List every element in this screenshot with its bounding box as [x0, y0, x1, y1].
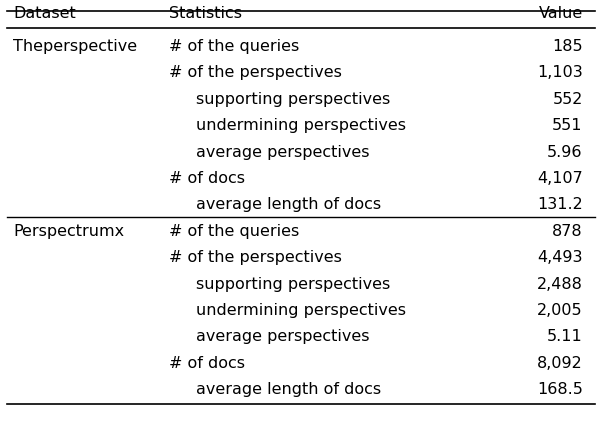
Text: undermining perspectives: undermining perspectives: [196, 118, 406, 133]
Text: # of the queries: # of the queries: [169, 224, 299, 239]
Text: # of the perspectives: # of the perspectives: [169, 65, 342, 81]
Text: 8,092: 8,092: [537, 356, 583, 371]
Text: 185: 185: [552, 39, 583, 54]
Text: # of the queries: # of the queries: [169, 39, 299, 54]
Text: Value: Value: [538, 5, 583, 21]
Text: Statistics: Statistics: [169, 5, 242, 21]
Text: average length of docs: average length of docs: [196, 382, 381, 397]
Text: supporting perspectives: supporting perspectives: [196, 92, 390, 107]
Text: Dataset: Dataset: [13, 5, 76, 21]
Text: 551: 551: [552, 118, 583, 133]
Text: # of docs: # of docs: [169, 171, 245, 186]
Text: 131.2: 131.2: [537, 197, 583, 212]
Text: 878: 878: [552, 224, 583, 239]
Text: average perspectives: average perspectives: [196, 329, 370, 344]
Text: # of the perspectives: # of the perspectives: [169, 250, 342, 265]
Text: 1,103: 1,103: [537, 65, 583, 81]
Text: supporting perspectives: supporting perspectives: [196, 276, 390, 292]
Text: 5.11: 5.11: [547, 329, 583, 344]
Text: 4,107: 4,107: [537, 171, 583, 186]
Text: 2,005: 2,005: [537, 303, 583, 318]
Text: 4,493: 4,493: [537, 250, 583, 265]
Text: undermining perspectives: undermining perspectives: [196, 303, 406, 318]
Text: # of docs: # of docs: [169, 356, 245, 371]
Text: 552: 552: [552, 92, 583, 107]
Text: average length of docs: average length of docs: [196, 197, 381, 212]
Text: Theperspective: Theperspective: [13, 39, 137, 54]
Text: Perspectrumx: Perspectrumx: [13, 224, 125, 239]
Text: 168.5: 168.5: [537, 382, 583, 397]
Text: average perspectives: average perspectives: [196, 145, 370, 160]
Text: 2,488: 2,488: [537, 276, 583, 292]
Text: 5.96: 5.96: [547, 145, 583, 160]
